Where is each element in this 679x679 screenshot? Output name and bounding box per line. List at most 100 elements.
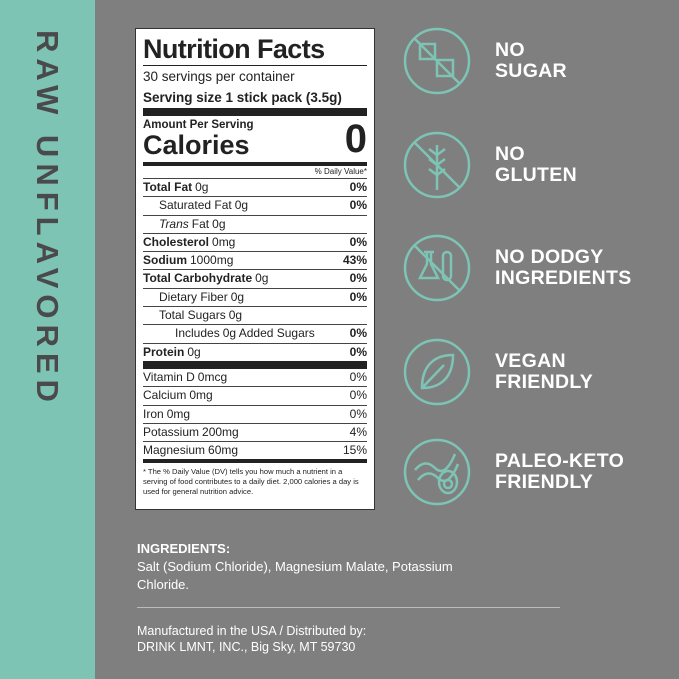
nutrient-amount: 0g bbox=[234, 198, 249, 213]
icon-no-gluten bbox=[403, 131, 471, 199]
nutrient-name: Includes bbox=[175, 326, 220, 341]
calories-value: 0 bbox=[344, 117, 367, 161]
badge-line: INGREDIENTS bbox=[495, 267, 632, 289]
badge-line: NO bbox=[495, 143, 525, 165]
nutrient-amount: 200mg bbox=[202, 424, 239, 439]
nutrient-dv: 0% bbox=[349, 388, 367, 403]
nutrient-dv: 0% bbox=[349, 180, 367, 194]
nutrient-row: Total Sugars 0g bbox=[143, 306, 367, 324]
nutrient-row: Includes 0g Added Sugars 0% bbox=[143, 324, 367, 342]
badge-line: VEGAN bbox=[495, 350, 566, 372]
nutrient-amount: 0g bbox=[195, 180, 209, 194]
nutrient-name-amount: Total Carbohydrate 0g bbox=[143, 270, 271, 287]
ingredients-heading: INGREDIENTS: bbox=[137, 541, 231, 556]
badge-label: NO SUGAR bbox=[495, 40, 567, 82]
nutrient-amount: 0g bbox=[228, 308, 243, 323]
nutrient-name-amount: Vitamin D 0mcg bbox=[143, 369, 230, 386]
rule bbox=[143, 459, 367, 464]
nutrient-amount: 0mg bbox=[212, 234, 236, 249]
nutrient-amount: 0g bbox=[255, 271, 269, 286]
badge-line: FRIENDLY bbox=[495, 471, 594, 493]
nutrient-name: Potassium bbox=[143, 424, 200, 439]
rule bbox=[143, 162, 367, 166]
nutrient-row: Cholesterol 0mg 0% bbox=[143, 232, 367, 251]
nutrition-title: Nutrition Facts bbox=[143, 33, 367, 66]
badge-label: NO DODGY INGREDIENTS bbox=[495, 247, 632, 289]
calories-label: Calories bbox=[143, 130, 250, 160]
nutrient-name: Cholesterol bbox=[143, 234, 210, 249]
nutrient-amount: 0mg bbox=[166, 406, 191, 421]
vitamin-rows: Vitamin D 0mcg 0% Calcium 0mg 0% Iron 0mg 0% Pota… bbox=[143, 369, 367, 459]
nutrient-amount: 60mg bbox=[208, 443, 239, 458]
rule bbox=[143, 360, 367, 369]
nutrient-dv: 0% bbox=[349, 289, 367, 304]
nutrient-row: Vitamin D 0mcg 0% bbox=[143, 369, 367, 386]
side-strip bbox=[0, 0, 95, 679]
badge-icons bbox=[403, 27, 471, 506]
nutrient-name-amount: Protein 0g bbox=[143, 344, 204, 361]
nutrient-name: Iron bbox=[143, 406, 164, 421]
nutrient-name-amount: Iron 0mg bbox=[143, 406, 193, 423]
nutrient-name-amount: Includes 0g Added Sugars bbox=[143, 325, 318, 342]
nutrient-name: Vitamin D bbox=[143, 369, 195, 384]
nutrient-name-amount: Total Fat 0g bbox=[143, 179, 211, 196]
icon-no-sugar bbox=[403, 27, 471, 95]
nutrient-name: Total Carbohydrate bbox=[143, 271, 253, 286]
nutrient-dv: 0% bbox=[349, 271, 367, 286]
nutrient-name-amount: Trans Fat 0g bbox=[143, 216, 229, 233]
nutrient-row: Dietary Fiber 0g 0% bbox=[143, 287, 367, 306]
nutrition-label: Nutrition Facts 30 servings per containe… bbox=[135, 28, 375, 510]
nutrient-row: Calcium 0mg 0% bbox=[143, 386, 367, 404]
nutrient-amount: 0g bbox=[187, 344, 201, 359]
nutrient-name-amount: Sodium 1000mg bbox=[143, 252, 236, 269]
calories: Amount Per Serving Calories 0 bbox=[143, 116, 367, 159]
nutrient-name: Saturated Fat bbox=[159, 198, 232, 213]
nutrient-name-amount: Total Sugars 0g bbox=[143, 307, 245, 324]
nutrient-dv: 15% bbox=[342, 443, 367, 458]
nutrient-row: Protein 0g 0% bbox=[143, 342, 367, 361]
nutrient-name-amount: Potassium 200mg bbox=[143, 424, 242, 441]
nutrient-name-amount: Calcium 0mg bbox=[143, 387, 216, 404]
serving-size: Serving size 1 stick pack (3.5g) bbox=[143, 90, 342, 105]
side-label: RAW UNFLAVORED bbox=[30, 30, 65, 408]
servings: 30 servings per container bbox=[143, 69, 295, 84]
amount-per-serving: Amount Per Serving bbox=[143, 119, 254, 131]
nutrient-name: Protein bbox=[143, 344, 185, 359]
icon-paleo-keto bbox=[403, 438, 471, 506]
badge-label: NO GLUTEN bbox=[495, 144, 577, 186]
dv-header: % Daily Value* bbox=[314, 167, 367, 176]
nutrient-name: Calcium bbox=[143, 388, 187, 403]
nutrient-amount: 1000mg bbox=[190, 253, 234, 268]
badge-line: NO DODGY bbox=[495, 246, 604, 268]
nutrient-row: Magnesium 60mg 15% bbox=[143, 441, 367, 459]
nutrient-row: Saturated Fat 0g 0% bbox=[143, 196, 367, 214]
nutrient-dv: 0% bbox=[349, 406, 367, 421]
nutrient-amount: 0g bbox=[230, 289, 245, 304]
ingredients-text: Salt (Sodium Chloride), Magnesium Malate… bbox=[137, 559, 453, 592]
icon-vegan bbox=[403, 338, 471, 406]
icon-no-dodgy bbox=[403, 234, 471, 302]
nutrient-dv: 0% bbox=[349, 326, 367, 341]
nutrient-row: Trans Fat 0g bbox=[143, 214, 367, 233]
nutrient-name: Sodium bbox=[143, 253, 187, 268]
nutrient-name: Magnesium bbox=[143, 443, 206, 458]
badge-line: FRIENDLY bbox=[495, 371, 594, 393]
nutrient-row: Potassium 200mg 4% bbox=[143, 422, 367, 441]
footnote: * The % Daily Value (DV) tells you how m… bbox=[143, 467, 359, 497]
badge-line: SUGAR bbox=[495, 60, 567, 82]
nutrient-dv: 0% bbox=[349, 369, 367, 384]
rule bbox=[143, 108, 367, 116]
nutrient-name: Dietary Fiber bbox=[159, 289, 228, 304]
nutrient-name: Total Fat bbox=[143, 180, 193, 194]
badge-line: PALEO-KETO bbox=[495, 450, 625, 472]
nutrient-row: Sodium 1000mg 43% bbox=[143, 251, 367, 269]
nutrient-dv: 0% bbox=[349, 198, 367, 213]
nutrient-name-amount: Cholesterol 0mg bbox=[143, 234, 238, 251]
nutrient-row: Total Carbohydrate 0g 0% bbox=[143, 269, 367, 287]
nutrient-amount: 0g bbox=[212, 216, 226, 231]
divider bbox=[137, 607, 560, 608]
manufacturer-line: DRINK LMNT, INC., Big Sky, MT 59730 bbox=[137, 640, 356, 654]
nutrient-row: Iron 0mg 0% bbox=[143, 404, 367, 423]
badge-line: GLUTEN bbox=[495, 164, 577, 186]
